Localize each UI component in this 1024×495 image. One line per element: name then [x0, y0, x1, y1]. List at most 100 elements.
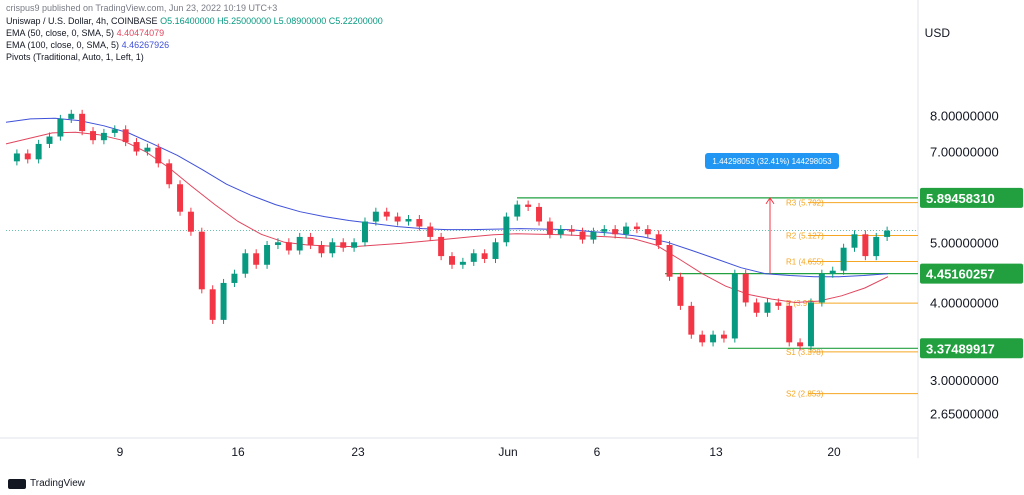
- level-badge-label: 5.89458310: [926, 191, 995, 206]
- candle-body: [394, 216, 401, 222]
- candle-body: [187, 211, 194, 232]
- candle-body: [285, 242, 292, 251]
- pivot-label: S2 (2.853): [786, 390, 824, 399]
- candle-body: [79, 113, 86, 132]
- candle-body: [416, 219, 423, 227]
- candle-body: [546, 221, 553, 235]
- candle-body: [807, 302, 814, 347]
- candle-body: [633, 226, 640, 230]
- candle-body: [459, 261, 466, 265]
- candle-body: [166, 163, 173, 185]
- candle-body: [274, 242, 281, 245]
- candle-body: [623, 226, 630, 235]
- x-tick-label: 9: [117, 445, 124, 459]
- candle-body: [100, 132, 107, 141]
- candle-body: [753, 302, 760, 313]
- symbol-legend[interactable]: Uniswap / U.S. Dollar, 4h, COINBASE O5.1…: [6, 16, 383, 27]
- y-tick-label: 2.65000000: [930, 407, 999, 422]
- ema100-legend[interactable]: EMA (100, close, 0, SMA, 5) 4.46267926: [6, 40, 169, 51]
- candle-body: [873, 236, 880, 257]
- candle-body: [24, 153, 31, 160]
- candle-body: [764, 302, 771, 313]
- level-badge-label: 4.45160257: [926, 267, 995, 282]
- candle-body: [829, 270, 836, 274]
- candle-body: [525, 204, 532, 207]
- candle-body: [884, 230, 891, 237]
- candle-body: [209, 289, 216, 320]
- x-tick-label: 16: [231, 445, 245, 459]
- currency-label[interactable]: USD: [924, 26, 950, 40]
- measure-label: 1.44298053 (32.41%) 144298053: [712, 157, 832, 166]
- candle-body: [710, 334, 717, 343]
- ema50-line: [5, 131, 889, 304]
- candle-body: [242, 253, 249, 274]
- candle-body: [818, 273, 825, 303]
- candle-body: [590, 231, 597, 240]
- publish-info: crispus9 published on TradingView.com, J…: [6, 3, 278, 13]
- x-tick-label: Jun: [498, 445, 517, 459]
- candle-body: [503, 216, 510, 243]
- candle-body: [470, 253, 477, 262]
- candle-body: [688, 305, 695, 335]
- candle-body: [318, 244, 325, 254]
- candle-body: [427, 226, 434, 237]
- x-tick-label: 20: [827, 445, 841, 459]
- tradingview-logo-icon: [8, 478, 26, 489]
- candle-body: [231, 273, 238, 283]
- candle-body: [840, 247, 847, 271]
- candle-body: [264, 244, 271, 265]
- candle-body: [383, 211, 390, 217]
- candle-body: [449, 256, 455, 265]
- measure-badge: [705, 153, 839, 169]
- candle-body: [144, 147, 151, 152]
- candle-body: [557, 229, 564, 235]
- candle-body: [198, 231, 205, 290]
- candle-body: [122, 129, 129, 143]
- y-tick-label: 3.00000000: [930, 373, 999, 388]
- candle-body: [177, 184, 184, 212]
- candle-body: [68, 113, 75, 119]
- measure-arrow-head: [765, 196, 775, 205]
- candle-body: [405, 219, 412, 222]
- candle-body: [514, 204, 521, 217]
- x-tick-label: 6: [594, 445, 601, 459]
- candle-body: [111, 129, 118, 133]
- candle-body: [775, 302, 782, 306]
- candle-body: [655, 234, 662, 245]
- candle-body: [481, 253, 488, 259]
- candle-body: [438, 236, 445, 257]
- candle-body: [361, 221, 368, 243]
- pivots-legend[interactable]: Pivots (Traditional, Auto, 1, Left, 1): [6, 52, 144, 62]
- y-tick-label: 7.00000000: [930, 145, 999, 160]
- ema50-legend[interactable]: EMA (50, close, 0, SMA, 5) 4.40474079: [6, 28, 164, 39]
- candle-body: [46, 136, 53, 144]
- ema100-label: EMA (100, close, 0, SMA, 5): [6, 40, 120, 50]
- candle-body: [786, 305, 793, 343]
- candle-body: [351, 242, 358, 248]
- candle-body: [862, 234, 869, 257]
- candle-body: [644, 229, 651, 235]
- candle-body: [666, 244, 673, 277]
- level-badge: [920, 338, 1023, 359]
- ema50-value: 4.40474079: [116, 28, 165, 38]
- candle-body: [340, 242, 347, 248]
- candle-body: [568, 229, 575, 232]
- candle-body: [90, 131, 97, 141]
- candle-body: [851, 234, 858, 248]
- level-badge: [920, 263, 1023, 284]
- candle-body: [579, 231, 586, 240]
- pivot-label: R1 (4.655): [786, 258, 824, 267]
- candle-body: [133, 142, 140, 152]
- candle-body: [155, 147, 162, 164]
- candle-body: [742, 273, 749, 303]
- pivot-label: R3 (5.792): [786, 199, 824, 208]
- candle-body: [372, 211, 379, 222]
- ema100-value: 4.46267926: [121, 40, 170, 50]
- candle-body: [797, 342, 804, 347]
- x-tick-label: 13: [709, 445, 723, 459]
- candle-body: [57, 118, 64, 137]
- candle-body: [699, 334, 706, 343]
- ohlc-values: O5.16400000 H5.25000000 L5.08900000 C5.2…: [160, 16, 383, 26]
